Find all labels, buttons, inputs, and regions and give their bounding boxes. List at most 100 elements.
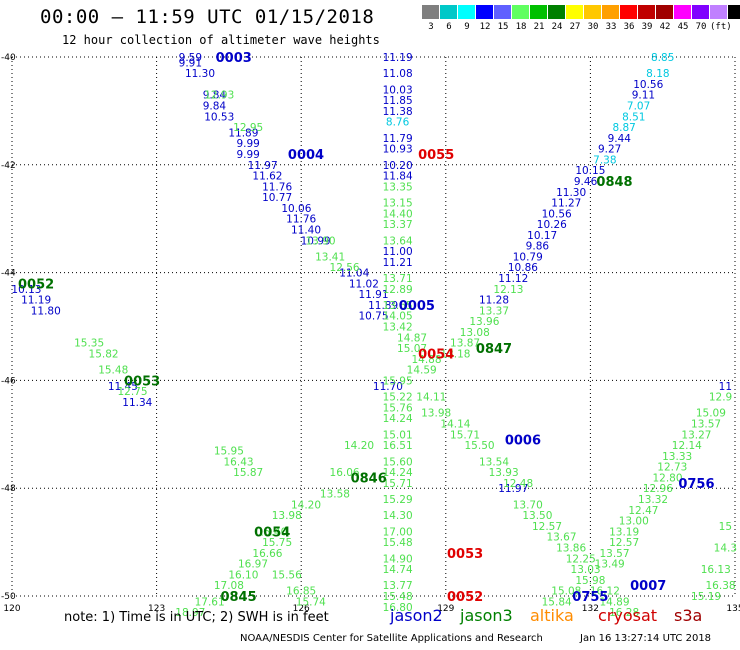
footer-timestamp: Jan 16 13:27:14 UTC 2018: [580, 633, 712, 644]
wave-height-value: 13.41: [315, 251, 345, 263]
wave-height-value: 13.19: [609, 526, 639, 538]
scale-label: 70: [695, 22, 707, 32]
wave-height-value: 15.84: [542, 596, 572, 608]
wave-height-value: 14.11: [416, 392, 446, 404]
wave-height-value: 17.61: [195, 596, 225, 608]
scale-swatch: [530, 5, 547, 19]
scale-swatch: [422, 5, 439, 19]
wave-height-value: 16.28: [609, 607, 639, 619]
wave-height-value: 16.43: [224, 456, 254, 468]
wave-height-value: 8.51: [622, 111, 645, 123]
wave-height-value: 15.74: [296, 596, 326, 608]
pass-label: 0006: [505, 434, 541, 449]
wave-height-value: 13.70: [513, 499, 543, 511]
wave-height-value: 16.85: [286, 586, 316, 598]
x-tick-label: 120: [3, 604, 20, 614]
scale-swatch: [494, 5, 511, 19]
x-tick-label: 126: [293, 604, 310, 614]
wave-height-value: 10.99: [301, 235, 331, 247]
wave-height-value: 15.82: [89, 348, 119, 360]
wave-height-value: 15.29: [383, 494, 413, 506]
wave-height-value: 11.28: [479, 295, 509, 307]
wave-height-value: 15.50: [465, 440, 495, 452]
note-text: note: 1) Time is in UTC; 2) SWH is in fe…: [64, 610, 329, 625]
wave-height-value: 12.57: [609, 537, 639, 549]
wave-height-value: 11.34: [122, 397, 152, 409]
wave-height-value: 11.85: [383, 95, 413, 107]
y-tick-label: -46: [1, 376, 16, 386]
wave-height-value: 10.93: [383, 144, 413, 156]
wave-height-value: 11.89: [368, 300, 398, 312]
legend-cryosat: cryosat: [598, 606, 658, 625]
wave-height-value: 15.09: [696, 408, 726, 420]
scale-label: 27: [569, 22, 581, 32]
scale-label: 6: [446, 22, 452, 32]
y-tick-label: -50: [1, 592, 16, 602]
y-tick-label: -44: [1, 269, 16, 279]
scale-swatch: [674, 5, 691, 19]
wave-height-value: 15.87: [233, 467, 263, 479]
wave-height-value: 12.57: [532, 521, 562, 533]
wave-height-value: 11.30: [556, 187, 586, 199]
legend-jason2: jason2: [390, 606, 443, 625]
wave-height-value: 10.15: [575, 165, 605, 177]
wave-height-value: 10.75: [358, 311, 388, 323]
wave-height-value: 9.84: [203, 101, 227, 113]
wave-height-value: 13.32: [638, 494, 668, 506]
wave-height-value: 13.00: [619, 516, 649, 528]
wave-height-value: 14.59: [407, 365, 437, 377]
scale-swatch: [476, 5, 493, 19]
wave-height-value: 10.86: [508, 262, 538, 274]
pass-label: 0846: [351, 471, 387, 486]
wave-height-value: 8.76: [386, 117, 410, 129]
legend-s3a: s3a: [674, 606, 703, 625]
scale-label: 33: [605, 22, 617, 32]
wave-height-value: 15: [719, 521, 732, 533]
wave-height-value: 16.38: [706, 580, 736, 592]
wave-height-value: 13.08: [460, 327, 490, 339]
wave-height-value: 9.59: [179, 52, 202, 64]
wave-height-value: 15.19: [691, 591, 721, 603]
wave-height-value: 8.18: [646, 68, 669, 80]
wave-height-value: 9.99: [236, 138, 259, 150]
wave-height-value: 13.77: [383, 580, 413, 592]
wave-height-value: 13.71: [383, 273, 413, 285]
wave-height-value: 13.18: [440, 348, 470, 360]
scale-label: 18: [515, 22, 527, 32]
x-tick-label: 123: [148, 604, 165, 614]
wave-height-value: 15.22: [383, 392, 413, 404]
pass-label: 0003: [216, 51, 252, 66]
wave-height-value: 11.45: [108, 381, 138, 393]
wave-height-value: 16.13: [701, 564, 731, 576]
wave-height-value: 16.97: [238, 559, 268, 571]
wave-height-value: 12.14: [672, 440, 702, 452]
scale-swatch: [440, 5, 457, 19]
scale-swatch: [620, 5, 637, 19]
wave-height-value: 9.27: [598, 144, 621, 156]
scale-label: 3: [428, 22, 434, 32]
wave-height-value: 15.71: [383, 478, 413, 490]
wave-height-value: 9.46: [574, 176, 598, 188]
wave-height-value: 15.48: [383, 537, 413, 549]
scale-label: 12: [479, 22, 491, 32]
wave-height-value: 8.87: [612, 122, 635, 134]
wave-height-value: 16.06: [330, 467, 360, 479]
wave-height-value: 16.10: [228, 569, 258, 581]
wave-height-value: 14.40: [383, 208, 413, 220]
wave-height-value: 13.64: [383, 235, 413, 247]
wave-height-value: 7.38: [593, 154, 616, 166]
wave-height-value: 11.08: [383, 68, 413, 80]
wave-height-value: 14.20: [291, 499, 321, 511]
wave-height-value: 10.56: [633, 79, 663, 91]
wave-height-value: 15.56: [272, 569, 302, 581]
wave-height-value: 10.56: [542, 208, 572, 220]
wave-height-value: 12.75: [117, 386, 147, 398]
scale-swatch: [512, 5, 529, 19]
wave-height-value: 15.71: [450, 429, 480, 441]
scale-swatch: [458, 5, 475, 19]
pass-label: 0756: [678, 477, 714, 492]
scale-label: 36: [623, 22, 635, 32]
wave-height-value: 17.00: [383, 526, 413, 538]
wave-height-value: 14.20: [344, 440, 374, 452]
